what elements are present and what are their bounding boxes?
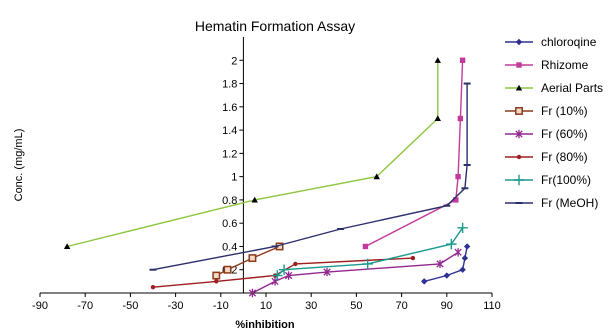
series-line-rhizome bbox=[365, 60, 462, 246]
data-point-fr-80 bbox=[293, 262, 297, 266]
data-point-chloroqine bbox=[464, 243, 470, 249]
data-point-chloroqine bbox=[444, 272, 450, 278]
data-point-fr-80 bbox=[151, 285, 155, 289]
legend-item-fr-60: Fr (60%) bbox=[505, 127, 588, 141]
legend-label-fr-100: Fr(100%) bbox=[541, 173, 591, 187]
x-tick-label: 90 bbox=[441, 300, 453, 312]
series-line-aerial-parts bbox=[67, 60, 438, 246]
x-tick-label: -90 bbox=[32, 300, 48, 312]
legend-label-fr-60: Fr (60%) bbox=[541, 127, 588, 141]
y-tick-label: 0.4 bbox=[222, 241, 237, 253]
legend-marker-rhizome bbox=[516, 62, 521, 67]
series-line-fr-meoh bbox=[153, 84, 467, 270]
legend-item-fr-80: Fr (80%) bbox=[505, 150, 588, 164]
series-fr-100 bbox=[272, 223, 468, 281]
x-tick-label: -30 bbox=[168, 300, 184, 312]
legend-marker-fr-100 bbox=[514, 175, 524, 185]
series-aerial-parts bbox=[64, 57, 441, 249]
data-point-aerial-parts bbox=[435, 115, 441, 121]
y-tick-label: 1.4 bbox=[222, 125, 237, 137]
x-tick-label: 10 bbox=[260, 300, 272, 312]
y-tick-label: 1.8 bbox=[222, 79, 237, 91]
legend-item-rhizome: Rhizome bbox=[505, 58, 589, 72]
data-point-aerial-parts bbox=[435, 57, 441, 63]
chart-title: Hematin Formation Assay bbox=[195, 18, 355, 34]
legend-label-fr-10: Fr (10%) bbox=[541, 104, 588, 118]
data-point-fr-80 bbox=[214, 279, 218, 283]
x-tick-label: -50 bbox=[122, 300, 138, 312]
data-point-rhizome bbox=[460, 58, 465, 63]
legend-label-chloroqine: chloroqine bbox=[541, 35, 597, 49]
y-axis-title: Conc. (mg/mL) bbox=[13, 129, 25, 202]
data-point-fr-10 bbox=[249, 255, 255, 261]
data-point-fr-10 bbox=[224, 267, 230, 273]
legend-item-aerial-parts: Aerial Parts bbox=[505, 81, 603, 95]
legend-label-aerial-parts: Aerial Parts bbox=[541, 81, 603, 95]
x-tick-label: 50 bbox=[350, 300, 362, 312]
x-tick-label: 70 bbox=[395, 300, 407, 312]
data-point-fr-60 bbox=[455, 248, 461, 256]
legend-item-fr-100: Fr(100%) bbox=[505, 173, 591, 187]
data-point-fr-80 bbox=[411, 256, 415, 260]
data-point-chloroqine bbox=[421, 278, 427, 284]
data-point-chloroqine bbox=[462, 255, 468, 261]
legend-label-fr-80: Fr (80%) bbox=[541, 150, 588, 164]
data-point-fr-100 bbox=[457, 223, 467, 233]
x-tick-label: 30 bbox=[305, 300, 317, 312]
series-fr-meoh bbox=[150, 84, 471, 270]
data-point-fr-100 bbox=[446, 239, 456, 249]
data-point-rhizome bbox=[458, 116, 463, 121]
legend-label-fr-meoh: Fr (MeOH) bbox=[541, 196, 598, 210]
data-point-chloroqine bbox=[459, 267, 465, 273]
data-point-rhizome bbox=[363, 244, 368, 249]
y-tick-label: 1 bbox=[231, 172, 237, 184]
y-tick-label: 1.6 bbox=[222, 102, 237, 114]
x-tick-label: 110 bbox=[483, 300, 501, 312]
plot-area: 0.20.40.60.811.21.41.61.82-90-70-50-30-1… bbox=[32, 37, 501, 312]
y-tick-label: 1.2 bbox=[222, 148, 237, 160]
data-point-rhizome bbox=[455, 174, 460, 179]
y-tick-label: 2 bbox=[231, 55, 237, 67]
x-tick-label: -10 bbox=[213, 300, 229, 312]
series-line-fr-60 bbox=[252, 252, 458, 293]
x-axis-title: %inhibition bbox=[235, 319, 295, 331]
legend-marker-fr-10 bbox=[516, 108, 522, 114]
legend-marker-fr-80 bbox=[517, 155, 521, 159]
legend-item-chloroqine: chloroqine bbox=[505, 35, 597, 49]
legend-item-fr-10: Fr (10%) bbox=[505, 104, 588, 118]
legend-item-fr-meoh: Fr (MeOH) bbox=[505, 196, 598, 210]
x-tick-label: -70 bbox=[77, 300, 93, 312]
data-point-fr-10 bbox=[213, 272, 219, 278]
legend-label-rhizome: Rhizome bbox=[541, 58, 589, 72]
legend: chloroqine Rhizome Aerial Parts Fr (10%) Fr … bbox=[505, 35, 603, 210]
y-tick-label: 0.6 bbox=[222, 218, 237, 230]
legend-marker-chloroqine bbox=[516, 39, 522, 45]
series-layer bbox=[64, 57, 471, 297]
series-fr-80 bbox=[151, 256, 415, 289]
